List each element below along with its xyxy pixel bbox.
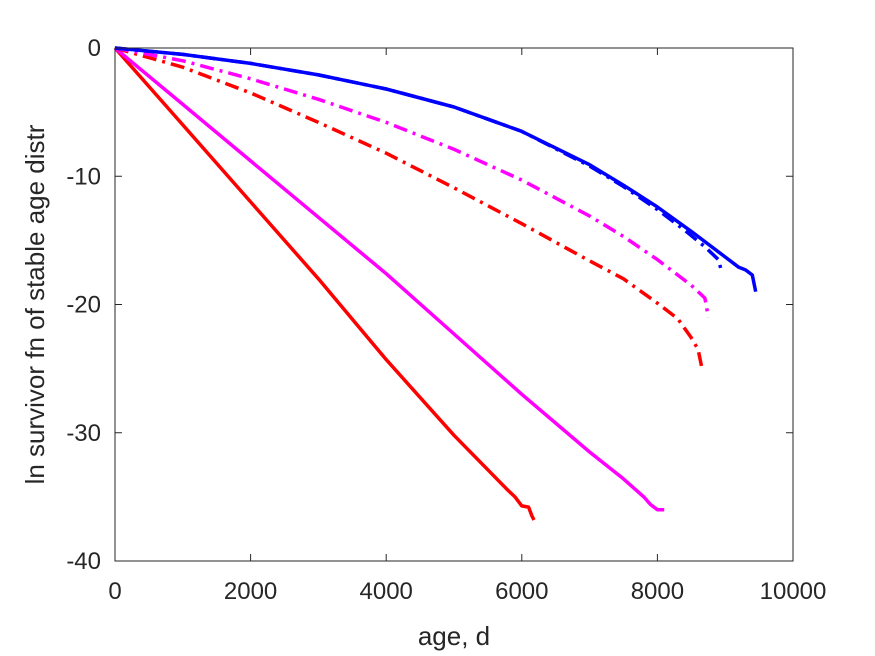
ticks-layer: 0 2000 4000 6000 8000 10000 -40 -30 -20 -10 0 <box>66 35 826 605</box>
y-tick-label: -20 <box>66 292 101 319</box>
x-tick-label: 6000 <box>495 578 548 605</box>
x-tick-label: 0 <box>108 578 121 605</box>
series-line-6 <box>114 46 758 293</box>
series-layer <box>113 46 758 521</box>
y-tick-label: -30 <box>66 420 101 447</box>
x-tick-label: 2000 <box>224 578 277 605</box>
y-tick-label: -10 <box>66 163 101 190</box>
y-tick-label: 0 <box>88 35 101 62</box>
y-axis-title: ln survivor fn of stable age distr <box>20 124 50 484</box>
x-axis-title: age, d <box>418 621 490 651</box>
y-tick-label: -40 <box>66 548 101 575</box>
series-line-1 <box>113 46 536 521</box>
plot-area <box>115 48 793 561</box>
x-tick-label: 10000 <box>760 578 827 605</box>
x-tick-label: 4000 <box>360 578 413 605</box>
series-line-3 <box>114 46 704 367</box>
x-tick-label: 8000 <box>631 578 684 605</box>
series-line-2 <box>113 46 665 512</box>
